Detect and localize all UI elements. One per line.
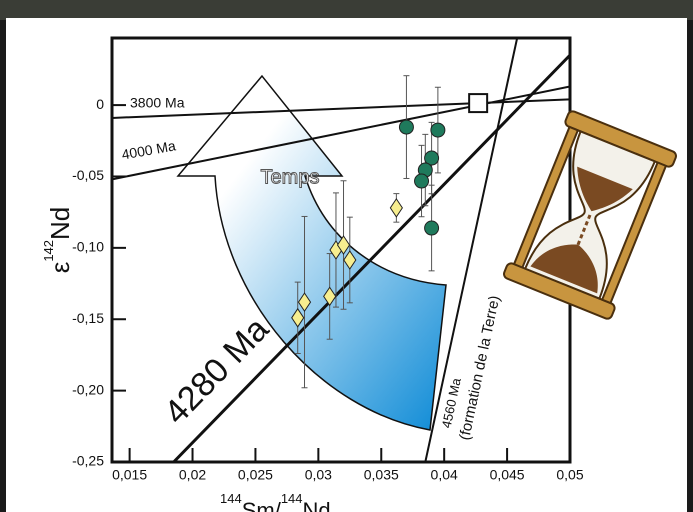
x-tick-label: 0,05 [556, 467, 583, 483]
data-point [414, 173, 430, 189]
y-tick-label: 0 [96, 96, 104, 112]
data-point [424, 150, 440, 166]
data-point [297, 292, 312, 313]
arrow-label: Temps [261, 166, 320, 188]
y-axis-label-part: Nd [45, 207, 75, 240]
y-tick-label: -0,25 [72, 453, 104, 469]
y-axis-label: ε142Nd [41, 207, 74, 274]
data-point [424, 220, 440, 236]
hourglass [503, 110, 677, 320]
y-tick-label: -0,20 [72, 381, 104, 397]
x-tick-label: 0,04 [431, 467, 458, 483]
x-tick-label: 0,015 [112, 467, 147, 483]
line-label: 3800 Ma [130, 95, 185, 111]
x-tick-label: 0,03 [305, 467, 332, 483]
anchor-point [468, 93, 489, 114]
data-point [323, 286, 337, 307]
data-point [291, 307, 305, 328]
x-tick-label: 0,035 [364, 467, 399, 483]
y-tick-label: -0,15 [72, 310, 104, 326]
x-tick-label: 0,045 [490, 467, 525, 483]
y-tick-label: -0,10 [72, 239, 104, 255]
x-axis-label-part: Sm/ [242, 498, 282, 512]
x-axis-label-part: 144 [220, 491, 242, 506]
x-axis-label-part: Nd [303, 498, 331, 512]
isochron-line [172, 54, 570, 462]
data-point [343, 250, 357, 270]
x-axis-label-part: 144 [281, 491, 303, 506]
isochron-line [112, 85, 570, 181]
x-tick-label: 0,02 [179, 467, 206, 483]
x-axis-label: 144Sm/144Nd [220, 491, 331, 512]
time-arrow [176, 74, 447, 431]
y-axis-label-part: 142 [41, 240, 56, 262]
y-axis-label-part: ε [45, 261, 75, 273]
photo-strip [0, 0, 693, 20]
y-tick-label: -0,05 [72, 167, 104, 183]
data-point [398, 119, 414, 135]
x-tick-label: 0,025 [238, 467, 273, 483]
data-point [430, 122, 446, 138]
isochron-line [424, 38, 519, 462]
data-point [389, 197, 403, 218]
data-point [336, 235, 351, 255]
